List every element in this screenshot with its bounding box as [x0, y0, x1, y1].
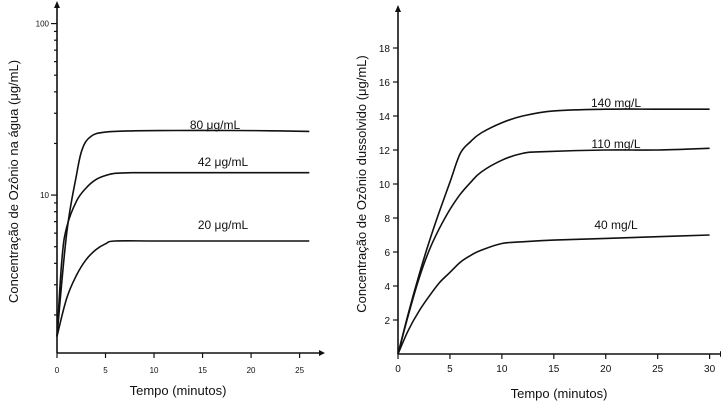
y-axis-arrow	[54, 1, 60, 8]
y-tick-label: 2	[384, 316, 390, 327]
x-tick-label: 20	[247, 366, 256, 375]
x-tick-label: 20	[600, 364, 612, 375]
y-axis-arrow	[395, 5, 401, 12]
y-tick-label: 10	[40, 191, 49, 200]
series-line	[397, 234, 710, 355]
x-tick-label: 10	[150, 366, 159, 375]
x-tick-label: 30	[704, 364, 716, 375]
series-label: 40 mg/L	[594, 218, 638, 232]
series-line	[56, 129, 310, 337]
x-axis-arrow	[319, 350, 325, 356]
x-tick-label: 5	[447, 364, 453, 375]
series-line	[397, 108, 710, 355]
series-label: 110 mg/L	[591, 137, 640, 151]
y-axis-label: Concentração de Ozônio dussolvido (μg/mL…	[354, 55, 369, 313]
x-tick-label: 25	[652, 364, 664, 375]
x-axis-label: Tempo (minutos)	[130, 383, 227, 398]
series-line	[397, 147, 710, 355]
series-line	[56, 171, 310, 337]
x-axis-label: Tempo (minutos)	[511, 386, 608, 401]
y-tick-label: 16	[379, 78, 391, 89]
y-tick-label: 4	[384, 282, 390, 293]
y-tick-label: 14	[379, 112, 391, 123]
x-tick-label: 0	[55, 366, 60, 375]
chart-2: 0 5 10 15 20 25 30 2 4 6 8 10 12 14 16 18 Tempo (minutos…	[354, 5, 721, 401]
series-label: 80 μg/mL	[190, 118, 241, 132]
series-label: 140 mg/L	[591, 96, 641, 110]
chart-1: 0 5 10 15 20 25 10 100 Tempo (minutos) Concentraç…	[6, 1, 325, 398]
y-tick-label: 8	[384, 214, 390, 225]
series-label: 20 μg/mL	[198, 218, 249, 232]
x-tick-label: 25	[295, 366, 304, 375]
series-label: 42 μg/mL	[198, 155, 249, 169]
y-tick-label: 100	[36, 20, 50, 29]
x-tick-label: 0	[395, 364, 401, 375]
x-tick-label: 10	[496, 364, 508, 375]
y-tick-label: 6	[384, 248, 390, 259]
y-tick-label: 12	[379, 146, 391, 157]
y-axis-label: Concentração de Ozônio na água (μg/mL)	[6, 60, 21, 303]
series-line	[56, 239, 310, 337]
x-tick-label: 15	[548, 364, 560, 375]
y-tick-label: 10	[379, 180, 391, 191]
x-tick-label: 15	[198, 366, 207, 375]
y-tick-label: 18	[379, 44, 391, 55]
x-tick-label: 5	[103, 366, 108, 375]
